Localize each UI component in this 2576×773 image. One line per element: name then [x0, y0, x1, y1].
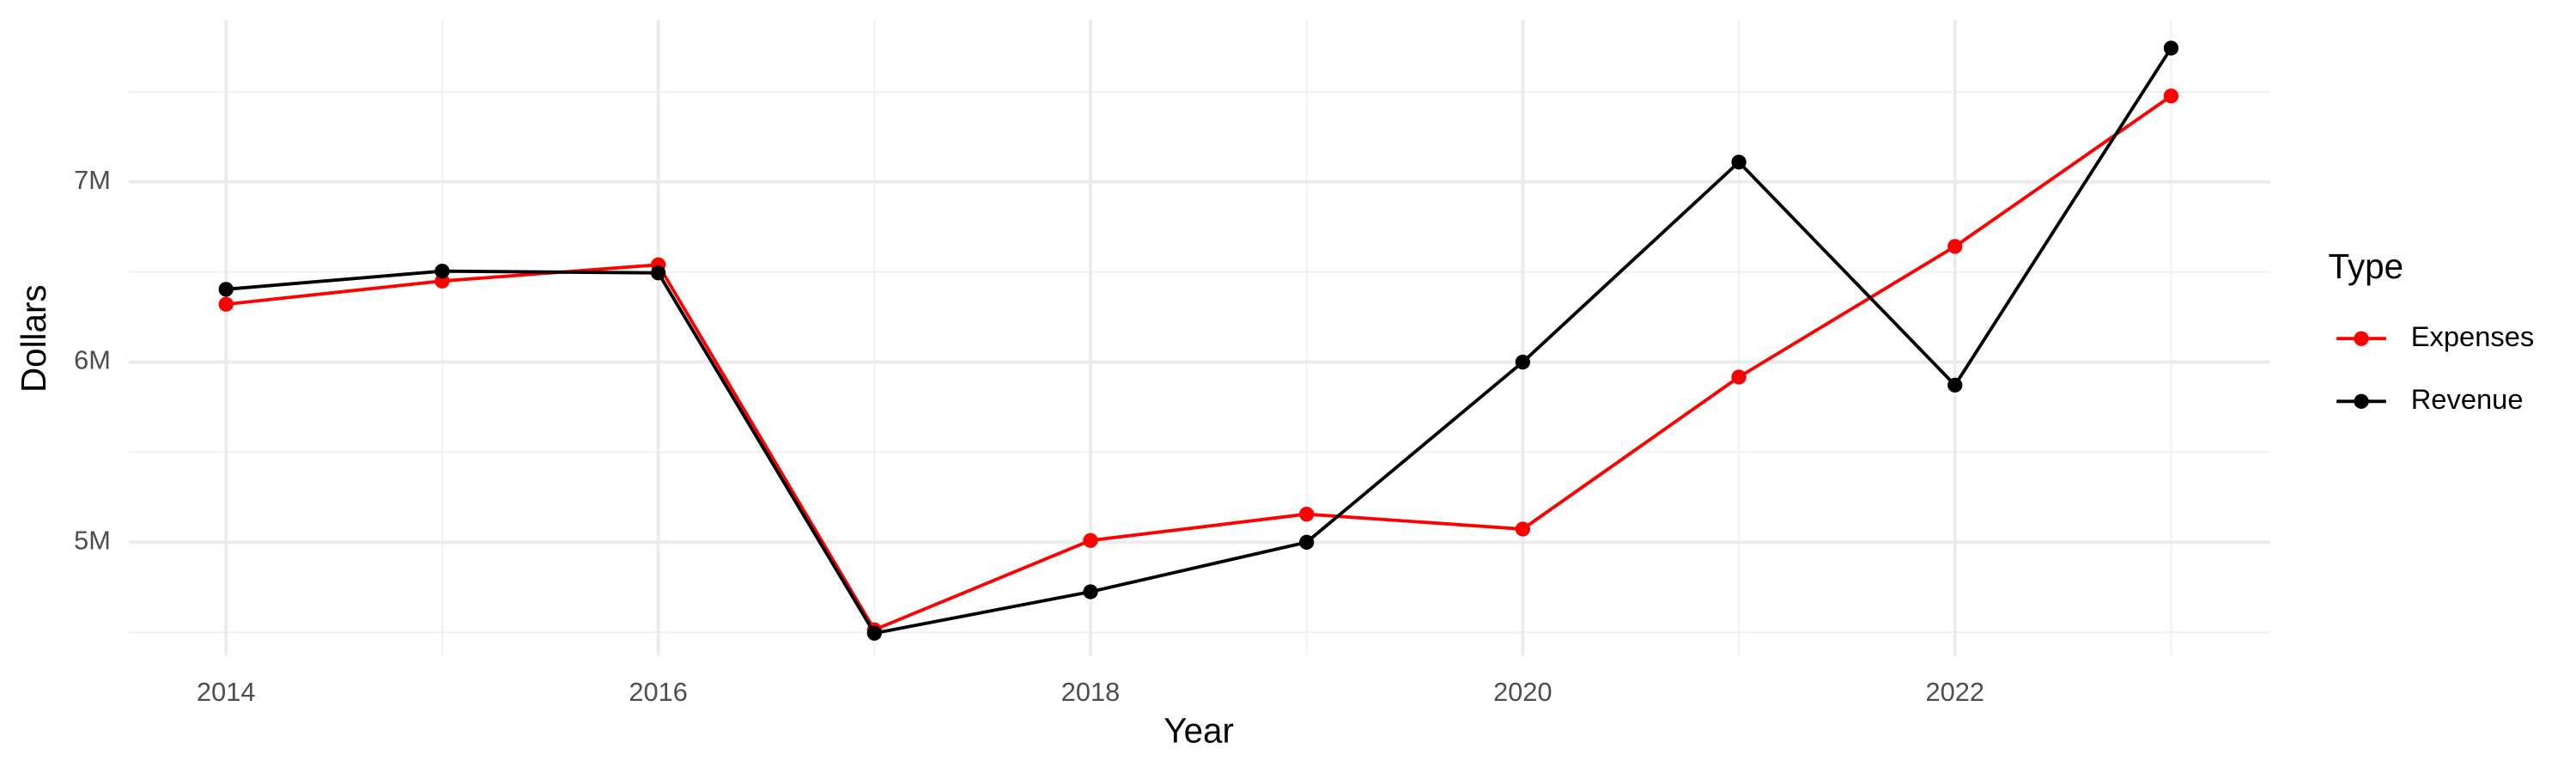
data-point — [1731, 369, 1747, 385]
data-point — [1515, 521, 1531, 537]
data-point — [1083, 584, 1098, 600]
data-point — [218, 296, 234, 312]
y-tick-label: 5M — [74, 525, 111, 555]
data-point — [2163, 40, 2179, 56]
x-axis-title: Year — [1163, 711, 1234, 751]
data-point — [1947, 239, 1963, 254]
data-point — [1083, 533, 1098, 548]
data-point — [1299, 506, 1315, 522]
x-tick-label: 2022 — [1926, 677, 1984, 707]
data-point — [1947, 377, 1963, 393]
legend-label: Revenue — [2411, 383, 2524, 415]
series-line — [226, 46, 2173, 636]
data-point — [650, 265, 666, 281]
legend-label: Expenses — [2411, 320, 2535, 352]
data-point — [866, 625, 882, 641]
x-tick-label: 2016 — [629, 677, 687, 707]
y-tick-label: 7M — [74, 165, 111, 195]
data-point — [1515, 354, 1531, 370]
data-point — [434, 264, 450, 279]
x-tick-label: 2020 — [1493, 677, 1552, 707]
data-point — [2163, 88, 2179, 104]
y-axis-title: Dollars — [14, 284, 53, 393]
y-tick-label: 6M — [74, 345, 111, 375]
data-point — [218, 282, 234, 297]
x-tick-label: 2014 — [197, 677, 255, 707]
legend-title: Type — [2329, 247, 2404, 286]
legend-key-point — [2354, 331, 2369, 346]
data-point — [1299, 534, 1315, 550]
x-tick-label: 2018 — [1061, 677, 1120, 707]
legend-key-point — [2354, 393, 2369, 409]
data-point — [1731, 155, 1747, 170]
